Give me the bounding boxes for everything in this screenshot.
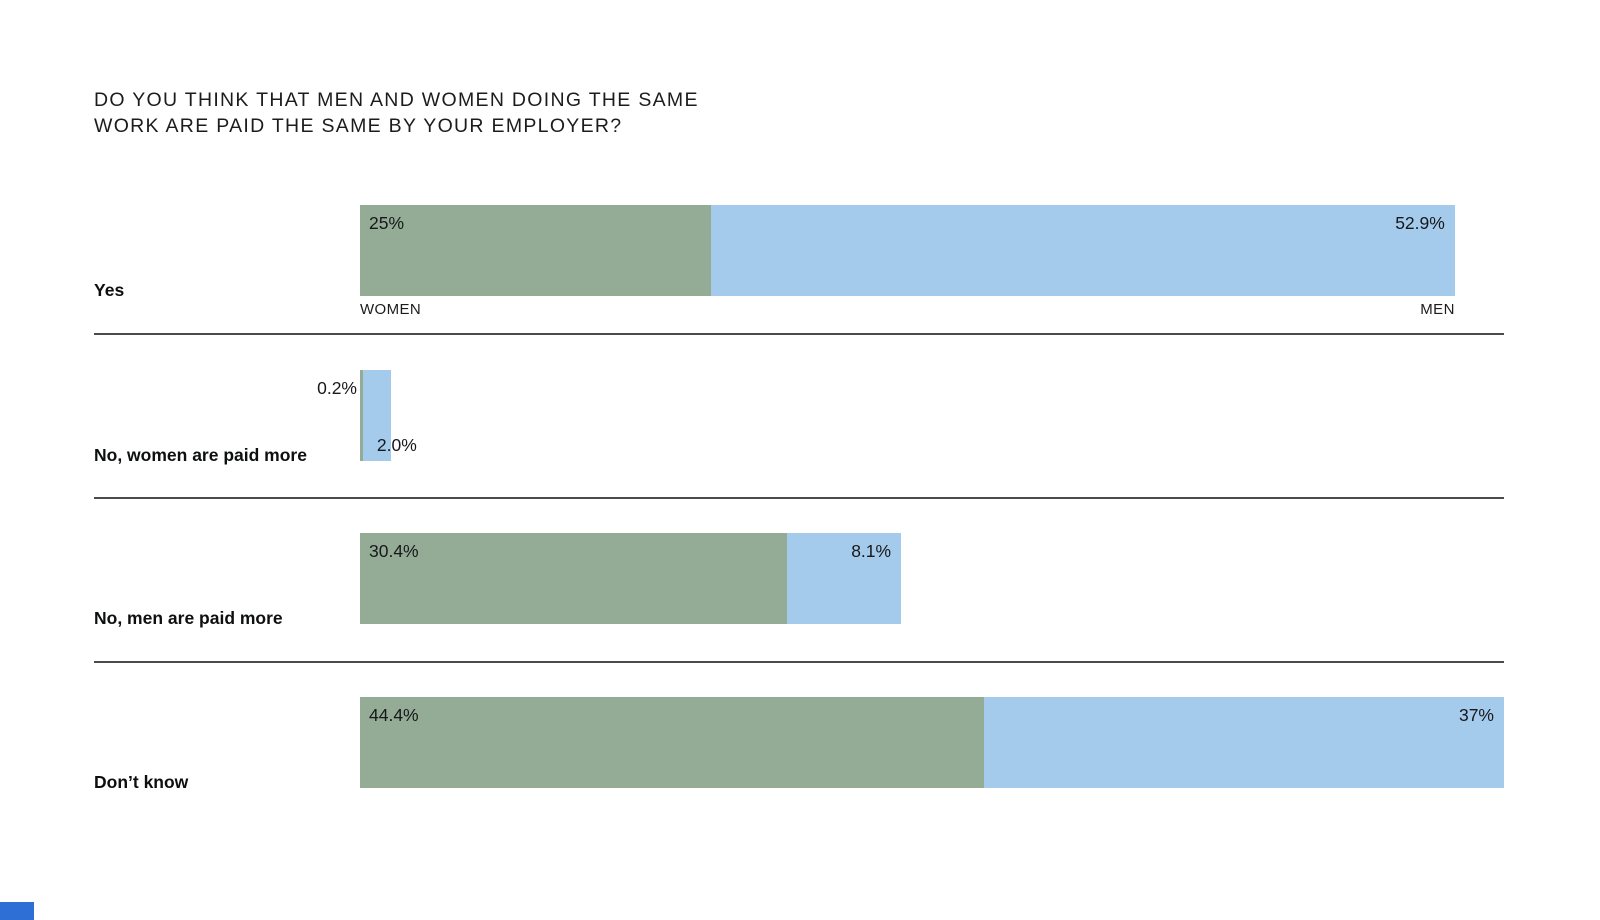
- women-bar-segment: [360, 533, 788, 624]
- row-separator-1: [94, 497, 1504, 499]
- row-separator-2: [94, 661, 1504, 663]
- men-value-label: 8.1%: [851, 541, 892, 561]
- series-label-women: WOMEN: [360, 301, 422, 318]
- category-label: No, men are paid more: [94, 608, 283, 628]
- women-value-label: 0.2%: [317, 378, 357, 398]
- women-value-label: 44.4%: [369, 705, 419, 725]
- women-bar-segment: [360, 697, 984, 788]
- men-bar-segment: [711, 205, 1455, 296]
- men-value-label: 52.9%: [1395, 213, 1445, 233]
- women-bar-segment: [360, 205, 712, 296]
- category-label: Don’t know: [94, 772, 189, 792]
- chart-title-line2: WORK ARE PAID THE SAME BY YOUR EMPLOYER?: [94, 114, 623, 137]
- bar-row-3: [360, 697, 1504, 788]
- bar-row-2: [360, 533, 902, 624]
- women-value-label: 25%: [369, 213, 405, 233]
- row-separator-0: [94, 333, 1504, 335]
- series-label-men: MEN: [1420, 301, 1455, 318]
- men-value-label: 37%: [1458, 705, 1494, 725]
- chart-title: DO YOU THINK THAT MEN AND WOMEN DOING TH…: [94, 88, 699, 139]
- bar-row-0: [360, 205, 1455, 296]
- men-bar-segment: [362, 370, 391, 461]
- category-label: No, women are paid more: [94, 445, 307, 465]
- men-value-label: 2.0%: [376, 435, 417, 455]
- women-bar-segment: [360, 370, 363, 461]
- chart-title-line1: DO YOU THINK THAT MEN AND WOMEN DOING TH…: [94, 89, 699, 111]
- brand-accent-block: [0, 902, 34, 920]
- men-bar-segment: [787, 533, 902, 624]
- men-bar-segment: [984, 697, 1504, 788]
- bar-row-1: [360, 370, 391, 461]
- category-label: Yes: [94, 280, 125, 300]
- women-value-label: 30.4%: [369, 541, 419, 561]
